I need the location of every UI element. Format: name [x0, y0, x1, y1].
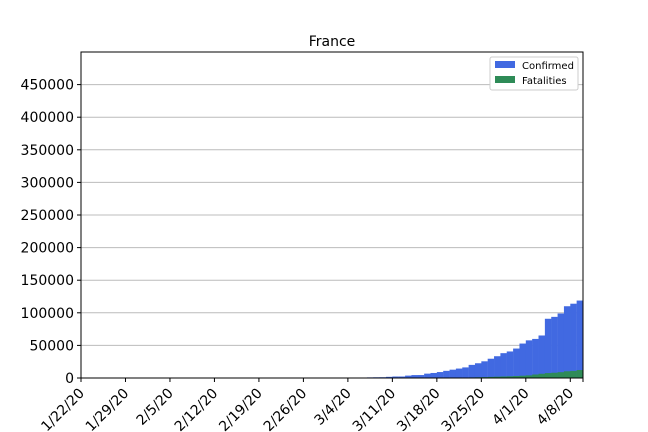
bar-fatalities: [538, 373, 546, 378]
bar-confirmed: [532, 338, 539, 378]
bar-confirmed: [424, 373, 431, 378]
y-tick-label: 100000: [21, 306, 74, 322]
x-tick-label: 3/11/20: [350, 386, 399, 432]
x-tick-label: 2/19/20: [216, 386, 265, 432]
bar-confirmed: [386, 376, 393, 378]
chart-title: France: [309, 34, 356, 50]
bar-confirmed: [551, 316, 558, 378]
x-tick-label: 1/22/20: [38, 386, 87, 432]
bar-confirmed: [398, 376, 406, 378]
series-fatalities: [328, 370, 584, 378]
bar-confirmed: [576, 300, 584, 378]
bar-confirmed: [468, 364, 476, 378]
bar-fatalities: [557, 372, 565, 378]
bar-confirmed: [500, 353, 507, 378]
bar-confirmed: [481, 361, 488, 378]
bar-confirmed: [563, 306, 571, 378]
bar-confirmed: [506, 351, 514, 378]
bar-fatalities: [494, 376, 501, 378]
bar-fatalities: [532, 374, 539, 378]
series-confirmed: [93, 300, 584, 378]
y-tick-label: 150000: [21, 273, 74, 289]
y-tick-label: 350000: [21, 143, 74, 159]
legend: Confirmed Fatalities: [489, 56, 579, 91]
bar-confirmed: [487, 358, 495, 378]
bar-confirmed: [449, 369, 457, 378]
y-tick-label: 200000: [21, 241, 74, 257]
legend-swatch-fatalities: [495, 76, 515, 83]
bar-confirmed: [525, 340, 533, 378]
bar-confirmed: [411, 375, 418, 378]
bar-confirmed: [417, 375, 425, 378]
legend-label-fatalities: Fatalities: [522, 76, 567, 87]
bar-fatalities: [519, 375, 527, 378]
bar-confirmed: [538, 335, 546, 378]
y-tick-label: 300000: [21, 175, 74, 191]
x-tick-label: 4/1/20: [489, 386, 532, 429]
x-tick-label: 3/4/20: [312, 386, 355, 429]
bar-confirmed: [436, 372, 444, 378]
bar-fatalities: [513, 376, 520, 378]
bar-fatalities: [576, 370, 584, 378]
bar-confirmed: [474, 363, 482, 378]
x-tick-label: 4/8/20: [534, 386, 577, 429]
bar-fatalities: [506, 376, 514, 378]
x-tick-label: 3/18/20: [394, 386, 443, 432]
legend-swatch-confirmed: [495, 61, 515, 68]
y-tick-label: 450000: [21, 78, 74, 94]
bar-confirmed: [494, 356, 501, 378]
bar-fatalities: [500, 376, 507, 378]
bar-confirmed: [544, 318, 552, 378]
bar-fatalities: [544, 373, 552, 378]
x-tick-label: 3/25/20: [439, 386, 488, 432]
bars: [93, 300, 584, 378]
x-tick-label: 1/29/20: [83, 386, 132, 432]
x-axis: 1/22/201/29/20 2/5/202/12/202/19/202/26/2…: [38, 378, 584, 432]
bar-fatalities: [570, 370, 577, 378]
y-axis: 0 50000 100000 150000 200000 250000 300000 3500…: [21, 78, 81, 387]
bar-confirmed: [462, 367, 469, 378]
bar-confirmed: [443, 370, 450, 378]
x-tick-label: 2/26/20: [261, 386, 310, 432]
x-tick-label: 2/5/20: [134, 386, 177, 429]
y-tick-label: 250000: [21, 208, 74, 224]
legend-label-confirmed: Confirmed: [522, 61, 574, 72]
bar-fatalities: [525, 375, 533, 378]
y-tick-label: 400000: [21, 110, 74, 126]
bar-fatalities: [563, 371, 571, 378]
bar-confirmed: [557, 313, 565, 378]
grid: [81, 84, 583, 346]
bar-confirmed: [513, 348, 520, 378]
bar-confirmed: [430, 372, 438, 378]
bar-fatalities: [551, 372, 558, 378]
x-tick-label: 2/12/20: [172, 386, 221, 432]
bar-confirmed: [405, 375, 412, 378]
bar-confirmed: [519, 343, 527, 378]
y-tick-label: 50000: [29, 338, 74, 354]
bar-confirmed: [570, 303, 577, 378]
bar-confirmed: [455, 368, 463, 378]
bar-fatalities: [487, 376, 495, 378]
y-tick-label: 0: [65, 371, 74, 387]
bar-confirmed: [392, 376, 399, 378]
